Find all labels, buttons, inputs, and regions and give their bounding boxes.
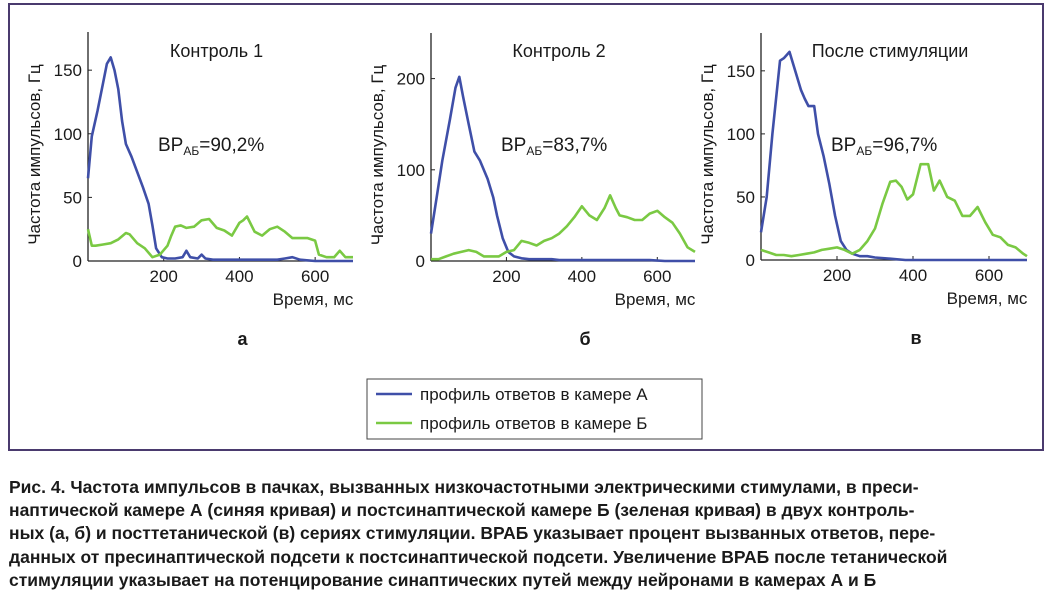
panel-title: Контроль 2 <box>512 41 605 61</box>
x-tick-label: 400 <box>568 267 596 286</box>
x-tick-label: 200 <box>823 266 851 285</box>
x-axis-label: Время, мс <box>947 289 1028 308</box>
y-tick-label: 50 <box>736 188 755 207</box>
x-tick-label: 200 <box>150 267 178 286</box>
vr-annotation-value: =90,2% <box>199 135 264 156</box>
y-tick-label: 100 <box>727 125 755 144</box>
figure-frame: 0 50 100 150 200 400 600 Контроль 1 ВРАБ=90,2% Ча… <box>8 3 1044 451</box>
vr-annotation-subscript: АБ <box>856 144 872 158</box>
y-tick-label: 0 <box>73 252 82 271</box>
series-line-camera-a <box>429 75 695 263</box>
panel-title: Контроль 1 <box>170 41 263 61</box>
panel-letter: в <box>910 328 921 348</box>
y-tick-label: 0 <box>746 251 755 270</box>
figure-caption: Рис. 4. Частота импульсов в пачках, вызв… <box>9 476 1045 592</box>
vr-annotation-main: ВР <box>831 135 856 156</box>
x-axis-label: Время, мс <box>615 290 696 309</box>
vr-annotation-subscript: АБ <box>183 144 199 158</box>
vr-annotation: ВРАБ=83,7% <box>501 135 607 158</box>
y-tick-label: 0 <box>416 252 425 271</box>
y-axis-label: Частота импульсов, Гц <box>25 64 44 245</box>
y-tick-label: 150 <box>727 62 755 81</box>
series-line-camera-b <box>760 162 1028 258</box>
legend-label-camera-b: профиль ответов в камере Б <box>420 414 647 433</box>
chart-panel-а: 0 50 100 150 200 400 600 Контроль 1 ВРАБ=90,2% Ча… <box>25 32 354 349</box>
caption-line-4: данных от пресинаптической подсети к пос… <box>9 546 948 567</box>
chart-panel-б: 0 100 200 200 400 600 Контроль 2 ВРАБ=83,7% Част… <box>368 33 696 349</box>
x-tick-label: 600 <box>301 267 329 286</box>
y-tick-label: 150 <box>54 61 82 80</box>
y-axis-label: Частота импульсов, Гц <box>368 64 387 245</box>
chart-panel-в: 0 50 100 150 200 400 600 После стимуляции ВРАБ=9… <box>698 33 1028 348</box>
vr-annotation-main: ВР <box>158 135 183 156</box>
series-line-camera-a <box>759 50 1027 262</box>
x-axis-label: Время, мс <box>273 290 354 309</box>
series-line-camera-b <box>86 215 353 259</box>
vr-annotation-main: ВР <box>501 135 526 156</box>
legend: профиль ответов в камере А профиль ответ… <box>366 378 703 440</box>
panel-letter: а <box>237 329 248 349</box>
y-axis-label: Частота импульсов, Гц <box>698 64 717 245</box>
panel-title: После стимуляции <box>812 41 969 61</box>
y-tick-label: 50 <box>63 188 82 207</box>
vr-annotation: ВРАБ=90,2% <box>158 135 264 158</box>
vr-annotation-value: =96,7% <box>872 135 937 156</box>
legend-label-camera-a: профиль ответов в камере А <box>420 385 648 404</box>
vr-annotation: ВРАБ=96,7% <box>831 135 937 158</box>
x-tick-label: 400 <box>225 267 253 286</box>
series-line-camera-b <box>431 194 696 261</box>
caption-line-5: стимуляции указывает на потенцирование с… <box>9 569 877 590</box>
x-tick-label: 600 <box>975 266 1003 285</box>
panel-letter: б <box>579 329 590 349</box>
x-tick-label: 400 <box>899 266 927 285</box>
y-tick-label: 200 <box>397 70 425 89</box>
series-line-camera-a <box>86 56 353 263</box>
legend-box <box>366 378 703 440</box>
caption-line-3: ных (а, б) и посттетанической (в) сериях… <box>9 523 936 544</box>
y-tick-label: 100 <box>54 125 82 144</box>
vr-annotation-value: =83,7% <box>542 135 607 156</box>
caption-line-1: Рис. 4. Частота импульсов в пачках, вызв… <box>9 477 919 497</box>
x-tick-label: 600 <box>643 267 671 286</box>
x-tick-label: 200 <box>492 267 520 286</box>
y-tick-label: 100 <box>397 161 425 180</box>
caption-line-2: наптической камере А (синяя кривая) и по… <box>9 500 915 521</box>
vr-annotation-subscript: АБ <box>526 144 542 158</box>
